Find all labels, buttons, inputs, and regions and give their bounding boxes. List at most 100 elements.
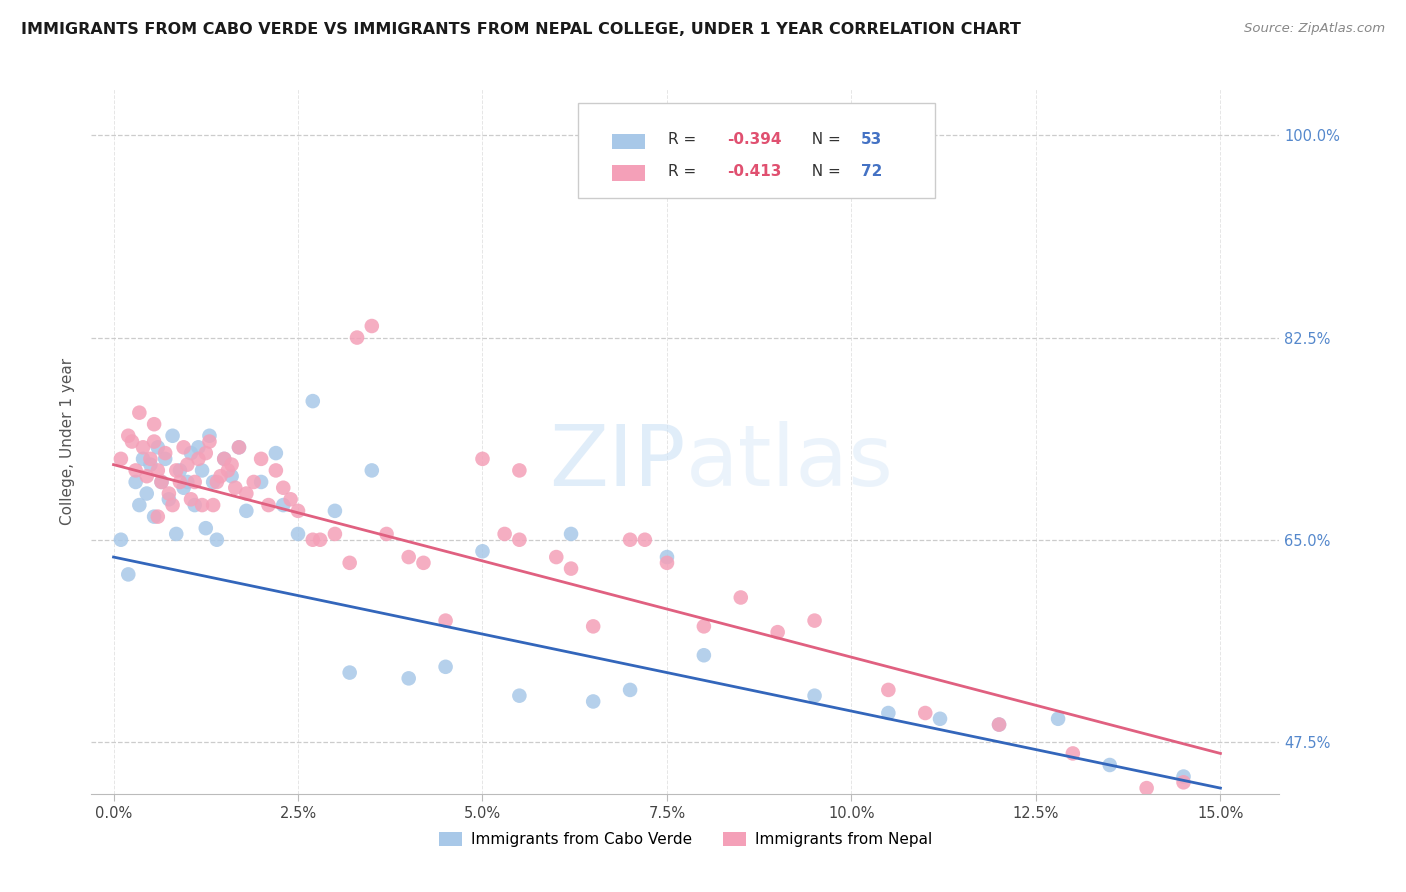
Point xyxy=(110,533,132,547)
Point xyxy=(132,440,155,454)
Point xyxy=(146,463,169,477)
Point xyxy=(988,717,1011,731)
Text: -0.413: -0.413 xyxy=(727,164,782,179)
Text: N =: N = xyxy=(801,132,845,147)
Point xyxy=(412,556,434,570)
Point xyxy=(205,475,228,489)
Point xyxy=(301,533,323,547)
Point xyxy=(914,706,936,720)
Text: -0.394: -0.394 xyxy=(727,132,782,147)
Point xyxy=(360,463,382,477)
Point xyxy=(235,486,257,500)
Point xyxy=(323,504,346,518)
Point xyxy=(508,533,530,547)
Point xyxy=(117,567,139,582)
Point xyxy=(1098,758,1121,772)
Point xyxy=(139,451,162,466)
Point xyxy=(180,492,202,507)
Point xyxy=(150,475,173,489)
Point xyxy=(173,440,195,454)
Point xyxy=(988,717,1011,731)
Point xyxy=(929,712,952,726)
Text: R =: R = xyxy=(668,164,700,179)
Bar xyxy=(612,165,645,181)
Point xyxy=(398,671,420,685)
Point xyxy=(110,451,132,466)
Point xyxy=(730,591,752,605)
Point xyxy=(228,440,250,454)
Point xyxy=(183,475,205,489)
Point xyxy=(176,458,198,472)
Point xyxy=(143,509,166,524)
Point xyxy=(271,481,294,495)
Point xyxy=(135,486,157,500)
Point xyxy=(198,429,221,443)
Text: 53: 53 xyxy=(862,132,883,147)
Point xyxy=(191,463,214,477)
Point xyxy=(655,550,678,565)
Point xyxy=(183,498,205,512)
Point xyxy=(264,463,287,477)
Point xyxy=(173,481,195,495)
Point xyxy=(198,434,221,449)
Point xyxy=(187,440,209,454)
Point xyxy=(634,533,657,547)
Point xyxy=(375,527,398,541)
Point xyxy=(191,498,214,512)
Point xyxy=(221,469,243,483)
Point xyxy=(165,463,187,477)
Point xyxy=(582,694,605,708)
Point xyxy=(221,458,243,472)
Point xyxy=(124,463,146,477)
Point xyxy=(619,682,641,697)
Point xyxy=(323,527,346,541)
Point xyxy=(205,533,228,547)
Point xyxy=(693,619,716,633)
Point xyxy=(194,446,217,460)
Point xyxy=(165,527,187,541)
Point xyxy=(434,660,457,674)
Text: 72: 72 xyxy=(862,164,883,179)
Point xyxy=(655,556,678,570)
Point xyxy=(176,475,198,489)
Point xyxy=(287,527,309,541)
Point xyxy=(217,463,239,477)
Point xyxy=(560,561,582,575)
Point xyxy=(117,429,139,443)
Point xyxy=(803,614,825,628)
Point xyxy=(132,451,155,466)
Point xyxy=(619,533,641,547)
Point xyxy=(250,451,273,466)
Y-axis label: College, Under 1 year: College, Under 1 year xyxy=(60,358,76,525)
Text: ZIP: ZIP xyxy=(548,421,685,504)
Point xyxy=(877,682,900,697)
Point xyxy=(471,451,494,466)
Point xyxy=(766,625,789,640)
Point xyxy=(508,689,530,703)
Point xyxy=(180,446,202,460)
FancyBboxPatch shape xyxy=(578,103,935,198)
Point xyxy=(398,550,420,565)
Point xyxy=(169,463,191,477)
Point xyxy=(693,648,716,663)
Point xyxy=(143,434,166,449)
Point xyxy=(212,451,235,466)
Point xyxy=(309,533,332,547)
Point xyxy=(235,504,257,518)
Point xyxy=(157,486,180,500)
Point xyxy=(139,458,162,472)
Legend: Immigrants from Cabo Verde, Immigrants from Nepal: Immigrants from Cabo Verde, Immigrants f… xyxy=(433,825,938,853)
Text: IMMIGRANTS FROM CABO VERDE VS IMMIGRANTS FROM NEPAL COLLEGE, UNDER 1 YEAR CORREL: IMMIGRANTS FROM CABO VERDE VS IMMIGRANTS… xyxy=(21,22,1021,37)
Point xyxy=(202,498,225,512)
Point xyxy=(508,463,530,477)
Point xyxy=(121,434,143,449)
Point xyxy=(287,504,309,518)
Point xyxy=(803,689,825,703)
Point xyxy=(150,475,173,489)
Point xyxy=(228,440,250,454)
Point xyxy=(257,498,280,512)
Point xyxy=(494,527,516,541)
Point xyxy=(339,665,361,680)
Point xyxy=(280,492,302,507)
Bar xyxy=(612,134,645,149)
